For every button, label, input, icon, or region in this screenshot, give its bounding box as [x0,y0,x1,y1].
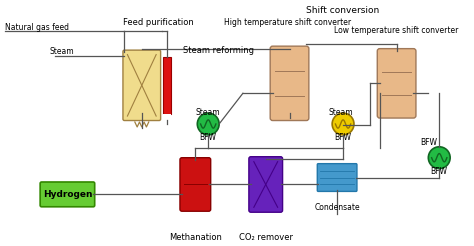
FancyBboxPatch shape [317,164,357,191]
FancyBboxPatch shape [123,50,161,121]
Text: BFW: BFW [200,133,217,142]
Text: Low temperature shift converter: Low temperature shift converter [335,26,459,35]
Text: High temperature shift converter: High temperature shift converter [224,18,351,27]
Text: Steam: Steam [329,108,354,117]
Text: Steam: Steam [50,47,74,56]
Text: BFW: BFW [420,138,437,147]
FancyBboxPatch shape [40,182,95,207]
Text: BFW: BFW [431,167,448,176]
Text: Shift conversion: Shift conversion [306,6,380,15]
Text: Hydrogen: Hydrogen [43,190,92,199]
FancyBboxPatch shape [270,46,309,121]
FancyBboxPatch shape [249,157,283,212]
Bar [163,114,171,124]
FancyBboxPatch shape [180,158,211,211]
Circle shape [332,113,354,135]
Text: Methanation: Methanation [169,232,222,242]
Text: CO₂ remover: CO₂ remover [239,232,293,242]
Circle shape [428,147,450,169]
Text: Feed purification: Feed purification [123,18,194,27]
Circle shape [197,113,219,135]
Text: Condensate: Condensate [314,203,360,212]
FancyBboxPatch shape [377,49,416,118]
Text: Natural gas feed: Natural gas feed [5,23,69,32]
Text: Steam: Steam [196,108,220,117]
Text: BFW: BFW [335,133,352,142]
Bar [163,57,171,114]
Text: Steam reforming: Steam reforming [183,46,255,55]
